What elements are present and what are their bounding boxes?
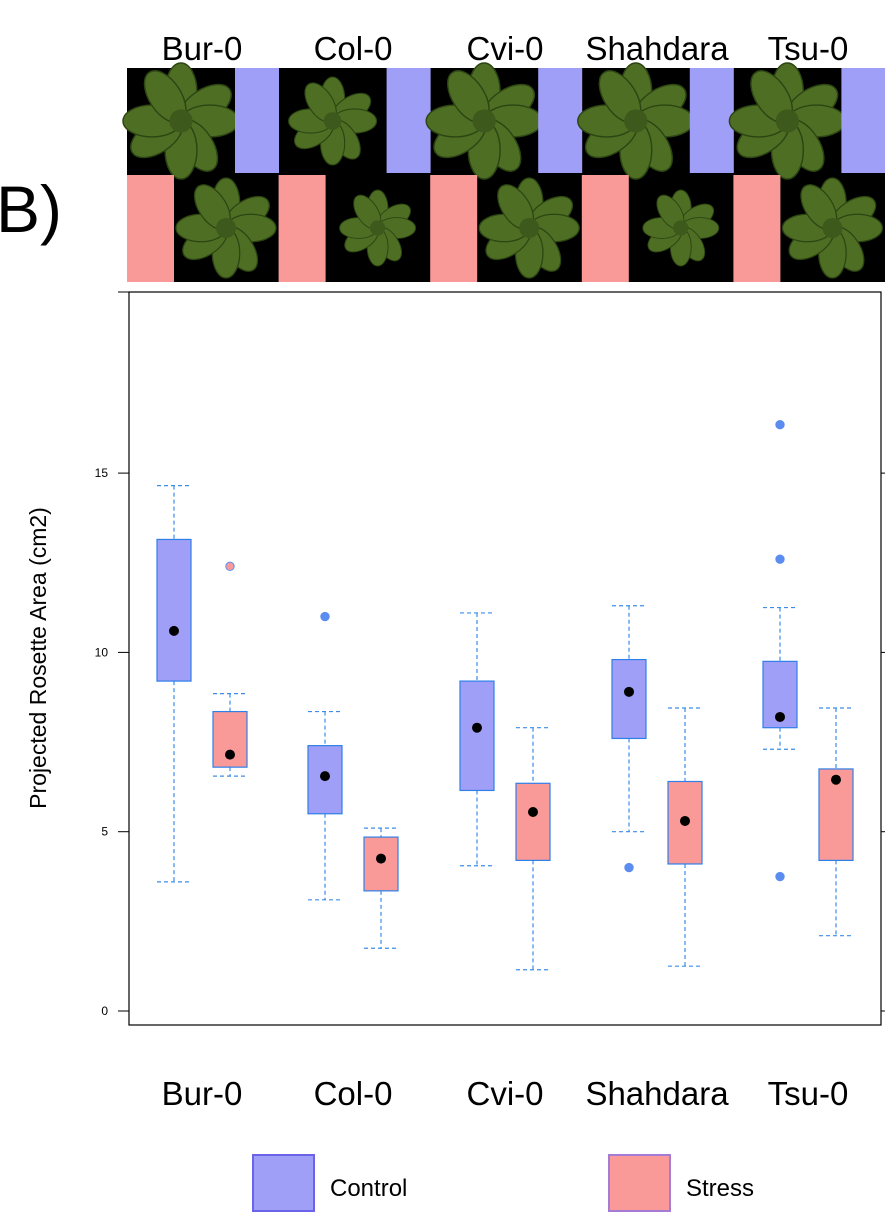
- plot-frame: [128, 291, 882, 1026]
- iqr-box: [363, 836, 399, 892]
- plant-center: [775, 109, 799, 133]
- control-box-Col-0: [307, 611, 343, 901]
- top-genotype-labels: Bur-0 Col-0 Cvi-0 Shahdara Tsu-0: [162, 30, 849, 67]
- plant-rosette: [175, 177, 277, 279]
- plant-center: [822, 218, 843, 238]
- x-axis-labels: Bur-0 Col-0 Cvi-0 Shahdara Tsu-0: [162, 1075, 849, 1112]
- mean-point: [169, 625, 179, 636]
- mean-point: [376, 853, 386, 864]
- stress-swatch: [278, 175, 326, 282]
- plant-rosette: [728, 62, 847, 180]
- plant-rosette: [478, 177, 580, 279]
- plant-rosette: [122, 62, 240, 180]
- mean-point: [775, 711, 785, 722]
- outlier-point: [775, 871, 785, 882]
- y-axis-title: Projected Rosette Area (cm2): [25, 507, 51, 809]
- control-box-Shahdara: [611, 605, 647, 873]
- control-swatch: [235, 68, 279, 173]
- control-box-Cvi-0: [459, 612, 495, 867]
- mean-point: [831, 774, 841, 785]
- panel-label: B): [0, 172, 62, 246]
- plant-center: [673, 220, 689, 236]
- iqr-box: [515, 782, 551, 861]
- outlier-point: [624, 862, 634, 873]
- plant-center: [370, 220, 386, 236]
- plant-rosette: [425, 62, 543, 180]
- mean-point: [680, 815, 690, 826]
- plant-rosette: [781, 177, 884, 279]
- stress-box-Col-0: [363, 827, 399, 949]
- legend-label-Control: Control: [330, 1175, 407, 1202]
- stress-box-Shahdara: [667, 707, 703, 967]
- stress-swatch: [733, 175, 781, 282]
- iqr-box: [459, 680, 495, 792]
- control-swatch: [538, 68, 583, 173]
- iqr-box: [156, 538, 192, 682]
- plant-center: [472, 109, 496, 133]
- outlier-point: [320, 611, 330, 622]
- control-swatch: [689, 68, 734, 173]
- y-tick-label: 0: [101, 1004, 108, 1018]
- stress-box-Tsu-0: [818, 707, 854, 937]
- legend-swatch-Stress: [608, 1154, 671, 1212]
- plant-center: [519, 218, 540, 238]
- mean-point: [472, 722, 482, 733]
- outlier-point: [775, 554, 785, 564]
- stress-box-Bur-0: [212, 561, 248, 777]
- stress-swatch: [127, 175, 174, 282]
- top-label-Cvi-0: Cvi-0: [466, 30, 543, 67]
- plant-center: [169, 109, 193, 133]
- y-axis: 0 5 10 15: [95, 291, 885, 1018]
- mean-point: [225, 749, 235, 760]
- control-box-Tsu-0: [762, 419, 798, 882]
- y-tick-label: 15: [95, 466, 109, 480]
- control-swatch: [841, 68, 885, 173]
- plant-center: [216, 218, 236, 238]
- x-label-Shahdara: Shahdara: [585, 1075, 729, 1112]
- mean-point: [320, 771, 330, 782]
- x-label-Bur-0: Bur-0: [162, 1075, 243, 1112]
- plant-center: [323, 112, 342, 130]
- top-label-Shahdara: Shahdara: [585, 30, 729, 67]
- mean-point: [528, 806, 538, 817]
- stress-swatch: [581, 175, 629, 282]
- iqr-box: [611, 658, 647, 740]
- plant-rosette: [577, 62, 695, 180]
- mean-point: [624, 686, 634, 697]
- plant-rosette: [288, 76, 378, 166]
- control-box-Bur-0: [156, 485, 192, 883]
- y-tick-label: 5: [101, 825, 108, 839]
- legend-label-Stress: Stress: [686, 1175, 754, 1202]
- x-label-Tsu-0: Tsu-0: [768, 1075, 849, 1112]
- top-label-Bur-0: Bur-0: [162, 30, 243, 67]
- legend: Control Stress: [252, 1154, 754, 1212]
- top-label-Col-0: Col-0: [314, 30, 393, 67]
- legend-swatch-Control: [252, 1154, 315, 1212]
- stress-swatch: [430, 175, 478, 282]
- plant-rosette: [642, 189, 720, 267]
- top-label-Tsu-0: Tsu-0: [768, 30, 849, 67]
- plant-rosette: [339, 189, 417, 267]
- control-swatch: [386, 68, 431, 173]
- y-tick-label: 10: [95, 645, 109, 659]
- box-plots: [156, 419, 854, 971]
- outlier-point: [775, 419, 785, 430]
- plant-photo-strip: [122, 62, 885, 282]
- x-label-Cvi-0: Cvi-0: [466, 1075, 543, 1112]
- x-label-Col-0: Col-0: [314, 1075, 393, 1112]
- plant-center: [624, 109, 648, 133]
- stress-box-Cvi-0: [515, 727, 551, 971]
- outlier-point: [225, 561, 235, 572]
